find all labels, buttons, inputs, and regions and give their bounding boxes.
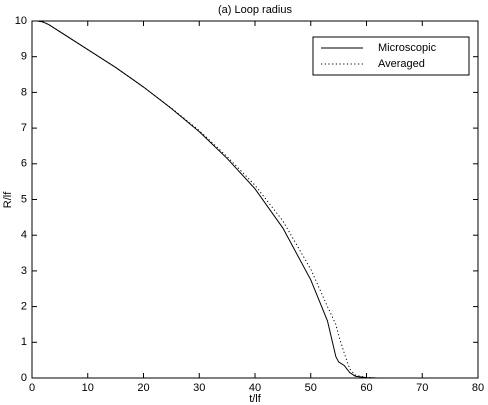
x-tick-label: 10 bbox=[82, 382, 94, 394]
legend-box bbox=[312, 36, 470, 76]
y-tick-label: 9 bbox=[21, 51, 27, 63]
y-tick-label: 3 bbox=[21, 265, 27, 277]
y-tick-label: 6 bbox=[21, 158, 27, 170]
y-tick-label: 4 bbox=[21, 229, 27, 241]
x-tick-label: 50 bbox=[305, 382, 317, 394]
y-tick-label: 2 bbox=[21, 301, 27, 313]
line-series bbox=[32, 20, 423, 379]
y-tick-label: 10 bbox=[15, 15, 27, 27]
x-tick-label: 70 bbox=[416, 382, 428, 394]
legend-label: Microscopic bbox=[378, 42, 437, 54]
y-tick-label: 1 bbox=[21, 336, 27, 348]
y-tick-label: 8 bbox=[21, 86, 27, 98]
x-tick-label: 40 bbox=[249, 382, 261, 394]
x-tick-label: 80 bbox=[472, 382, 484, 394]
x-tick-label: 30 bbox=[193, 382, 205, 394]
x-tick-label: 0 bbox=[29, 382, 35, 394]
legend-label: Averaged bbox=[378, 58, 425, 70]
y-tick-label: 0 bbox=[21, 372, 27, 384]
y-tick-label: 5 bbox=[21, 193, 27, 205]
x-axis-label: t/lf bbox=[249, 393, 262, 405]
chart-title: (a) Loop radius bbox=[218, 4, 292, 16]
y-tick-label: 7 bbox=[21, 122, 27, 134]
x-tick-label: 20 bbox=[137, 382, 149, 394]
x-tick-label: 60 bbox=[360, 382, 372, 394]
y-axis-label: R/lf bbox=[2, 191, 14, 208]
